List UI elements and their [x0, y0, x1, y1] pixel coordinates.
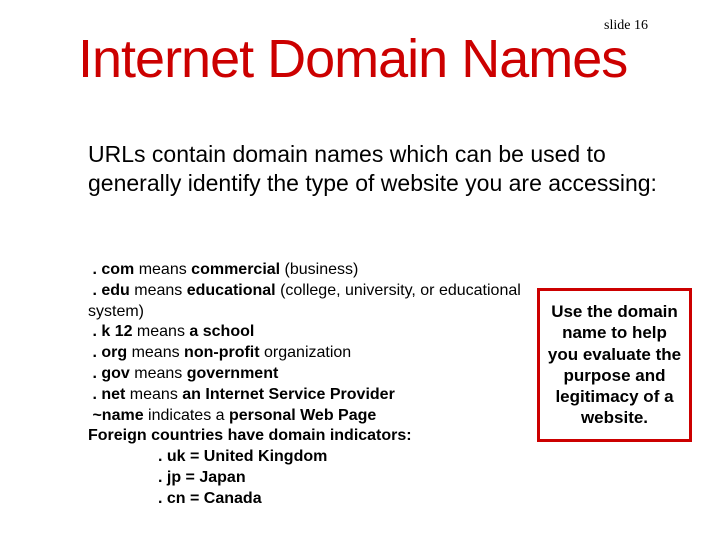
ext-k12: . k 12 [92, 323, 132, 340]
domain-k12: . k 12 means a school [88, 322, 538, 343]
domain-com: . com means commercial (business) [88, 260, 538, 281]
domain-uk: . uk = United Kingdom [88, 447, 538, 468]
foreign-heading: Foreign countries have domain indicators… [88, 426, 538, 447]
domain-net: . net means an Internet Service Provider [88, 385, 538, 406]
domain-gov: . gov means government [88, 364, 538, 385]
callout-box: Use the domain name to help you evaluate… [537, 288, 692, 442]
domain-cn: . cn = Canada [88, 489, 538, 510]
page-title: Internet Domain Names [78, 28, 627, 90]
ext-gov: . gov [92, 365, 129, 382]
domain-edu: . edu means educational (college, univer… [88, 281, 538, 323]
domain-list: . com means commercial (business) . edu … [88, 260, 538, 510]
domain-jp: . jp = Japan [88, 468, 538, 489]
ext-tilde: ~name [92, 407, 143, 424]
ext-edu: . edu [92, 282, 129, 299]
domain-org: . org means non-profit organization [88, 343, 538, 364]
ext-org: . org [92, 344, 127, 361]
ext-net: . net [92, 386, 125, 403]
domain-tilde: ~name indicates a personal Web Page [88, 406, 538, 427]
intro-text: URLs contain domain names which can be u… [88, 140, 658, 198]
ext-com: . com [92, 261, 134, 278]
